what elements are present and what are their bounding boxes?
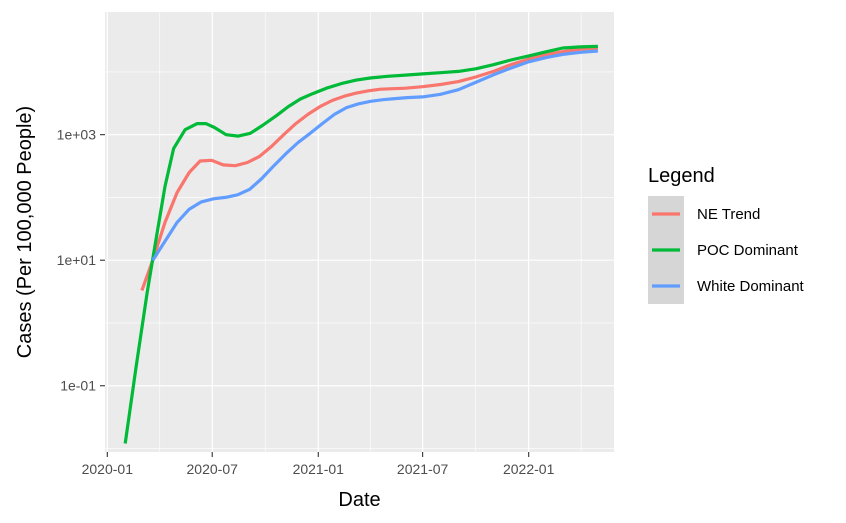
legend-title: Legend (648, 165, 715, 187)
x-axis: 2020-01 2020-07 2021-01 2021-07 2022-01 (82, 452, 555, 477)
x-tick-label: 2020-07 (187, 461, 239, 477)
x-axis-title: Date (338, 489, 380, 511)
series-line-2 (151, 49, 599, 262)
grid-lines (105, 12, 614, 452)
y-tick-label: 1e+01 (57, 252, 97, 268)
series-line-1 (123, 44, 598, 444)
legend: Legend NE Trend POC Dominant White Dominan… (648, 165, 805, 304)
x-tick-label: 2022-01 (503, 461, 555, 477)
series-lines (123, 44, 599, 444)
x-tick-label: 2020-01 (82, 461, 134, 477)
series-line-0 (140, 46, 599, 291)
y-axis-title: Cases (Per 100,000 People) (14, 106, 36, 358)
legend-label: NE Trend (697, 206, 760, 223)
legend-label: POC Dominant (697, 242, 799, 259)
legend-label: White Dominant (697, 278, 805, 295)
y-tick-label: 1e+03 (57, 127, 97, 143)
y-tick-label: 1e-01 (60, 378, 96, 394)
x-tick-label: 2021-07 (397, 461, 449, 477)
x-tick-label: 2021-01 (293, 461, 345, 477)
y-axis: 1e-01 1e+01 1e+03 (57, 127, 105, 394)
